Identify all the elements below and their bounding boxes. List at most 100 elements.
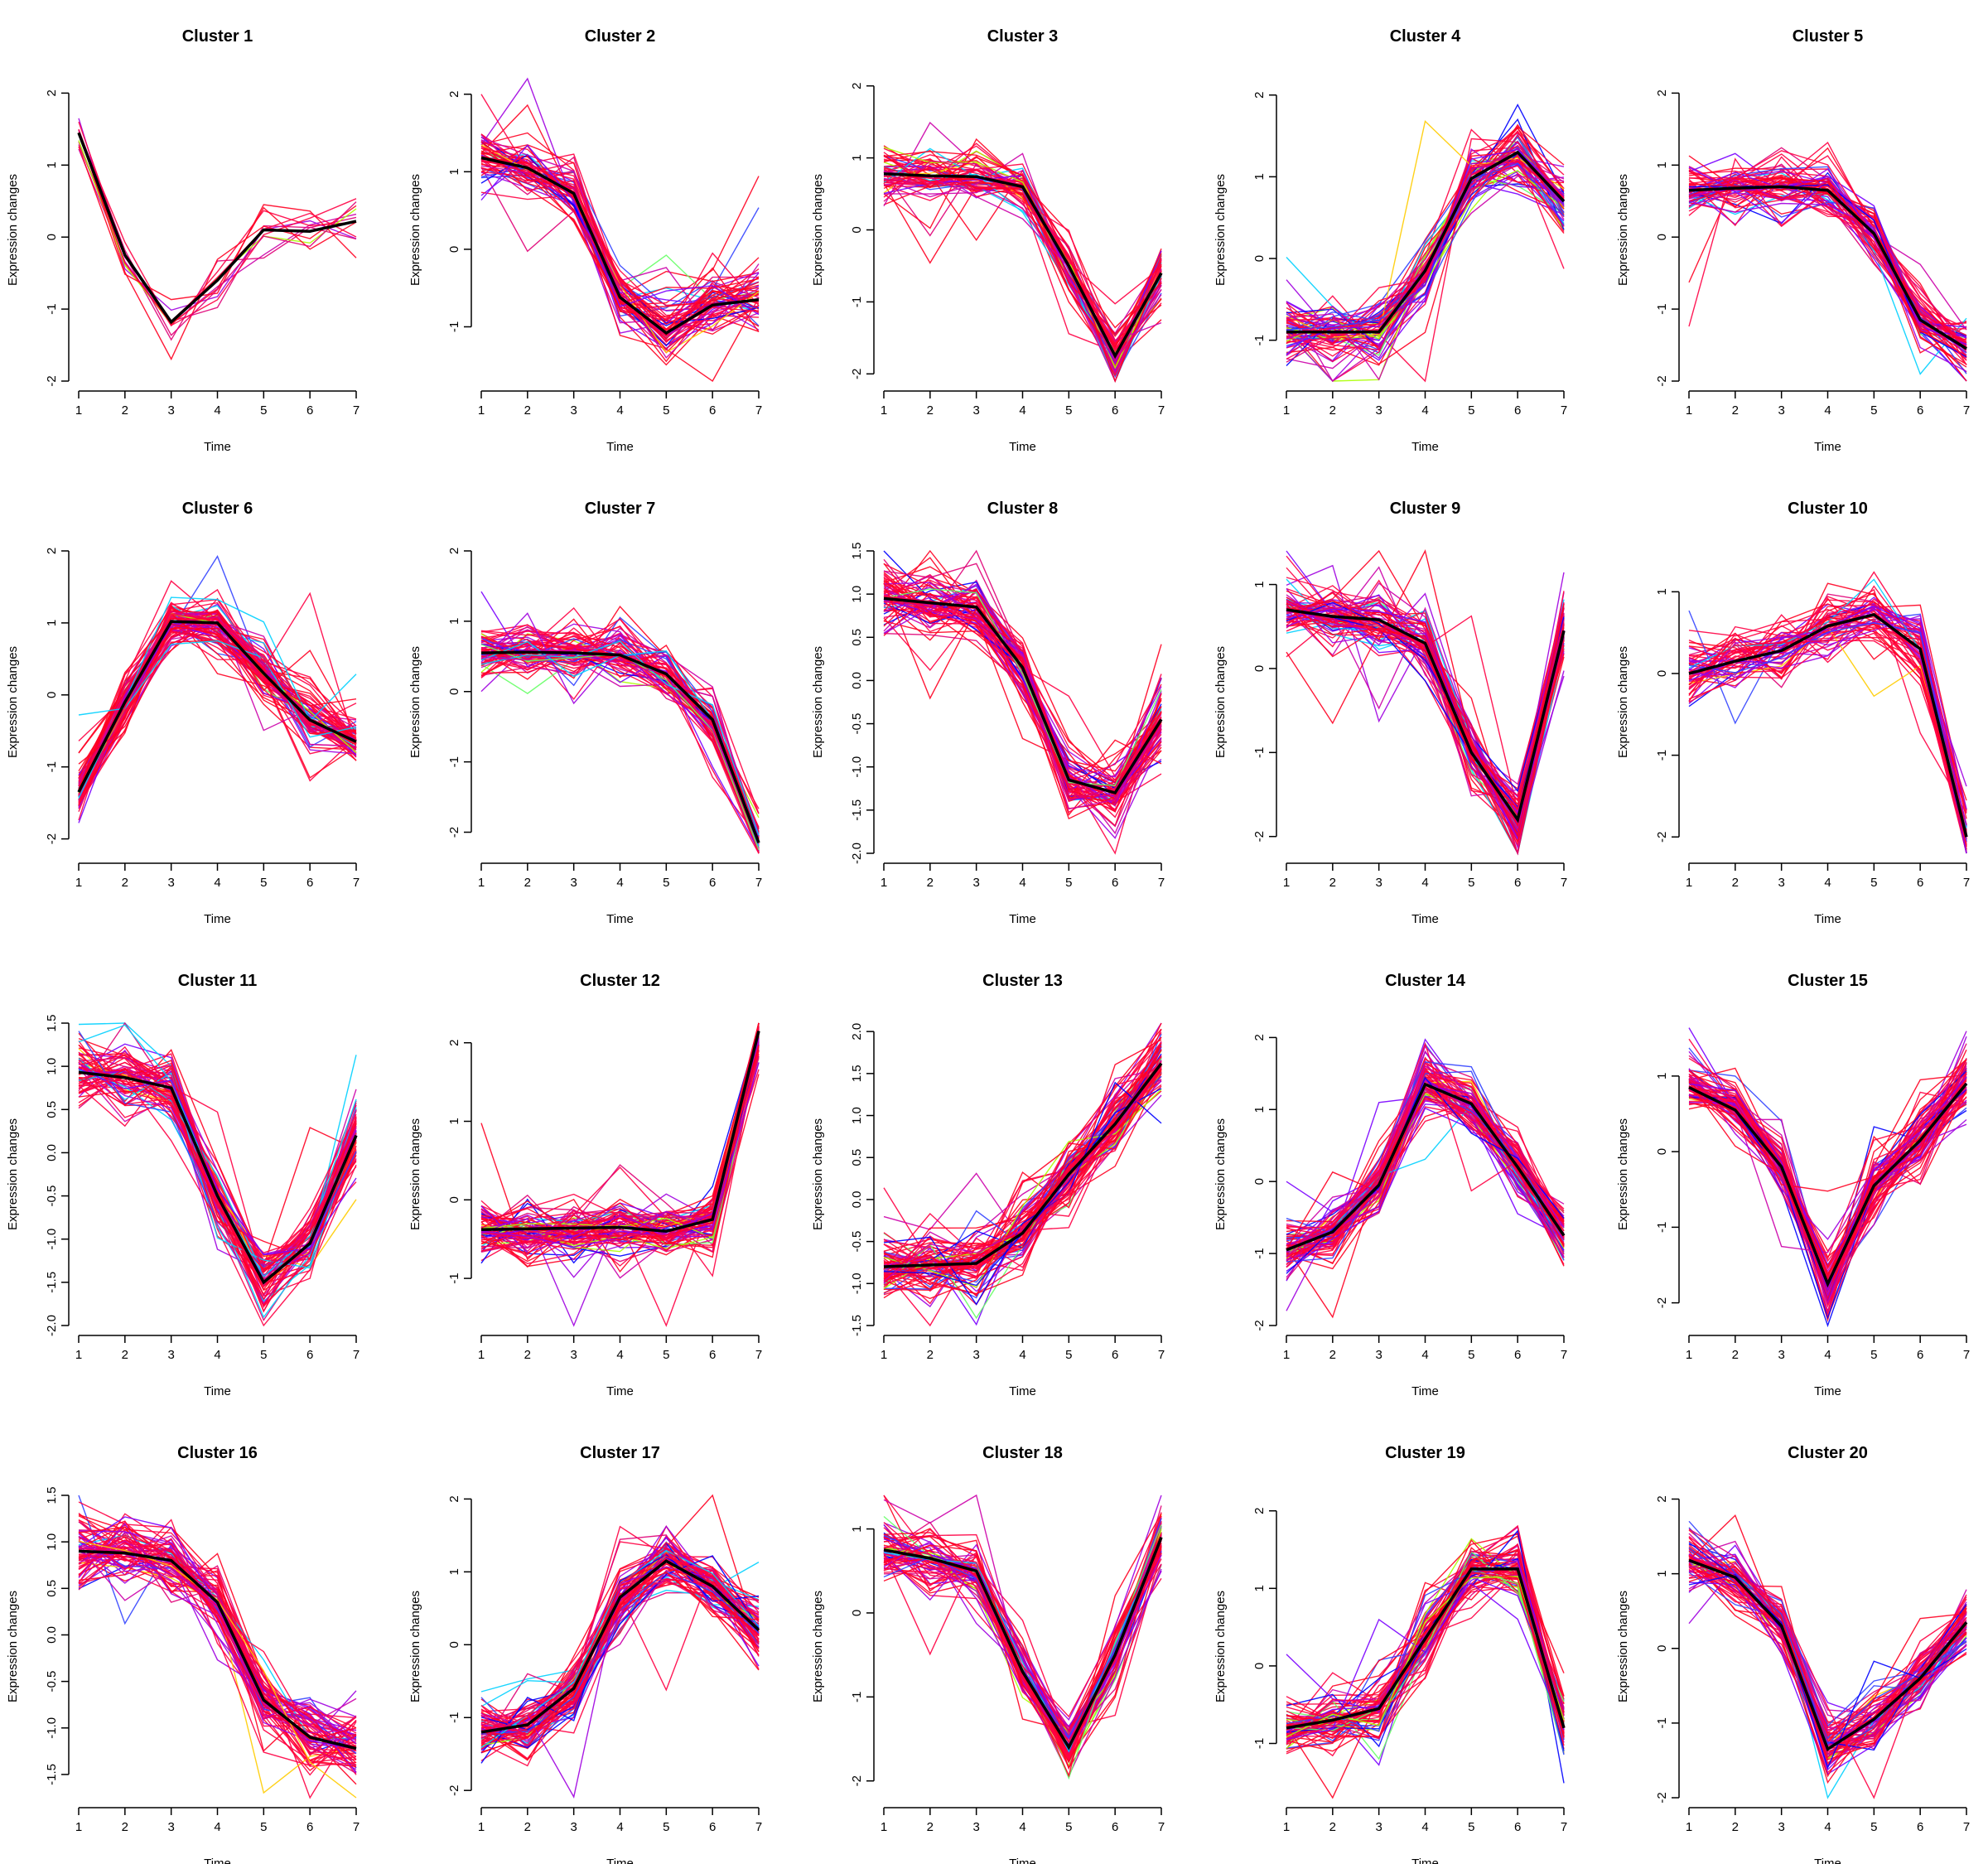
panel-title: Cluster 17 [580, 1444, 660, 1462]
member-line [78, 1553, 357, 1745]
y-tick-label: 1.0 [45, 1058, 59, 1075]
member-line [883, 1535, 1162, 1764]
x-tick-label: 4 [616, 1820, 623, 1834]
centroid-line [480, 1031, 760, 1233]
x-axis: 1 2 3 4 5 6 7 Time [881, 390, 1165, 454]
member-line [883, 1060, 1162, 1296]
x-tick-label: 4 [214, 876, 220, 890]
y-tick-label: 0 [45, 234, 59, 240]
y-tick-label: -2.0 [45, 1315, 59, 1336]
y-tick-label: -2.0 [850, 843, 864, 864]
x-tick-label: 5 [1870, 876, 1877, 890]
panel-title: Cluster 2 [585, 27, 656, 46]
panel-title: Cluster 13 [982, 972, 1063, 990]
x-tick-label: 7 [1963, 403, 1970, 418]
y-axis: -2 -1 0 1 2 Expression changes [6, 89, 70, 387]
member-line [1286, 577, 1565, 847]
x-tick-label: 3 [167, 876, 174, 890]
y-axis-label: Expression changes [408, 646, 422, 758]
member-line [1286, 148, 1565, 348]
x-tick-label: 3 [1778, 403, 1784, 418]
centroid-line [883, 1537, 1163, 1751]
member-line [78, 629, 357, 803]
member-line [480, 1578, 760, 1728]
y-axis: -2 -1 0 1 2 Expression changes [408, 1495, 472, 1796]
y-tick-label: -1 [1252, 1248, 1267, 1258]
y-tick-label: 2 [1655, 89, 1669, 96]
x-axis-label: Time [1411, 912, 1439, 926]
y-tick-label: 0 [1655, 1148, 1669, 1155]
member-line [78, 630, 357, 792]
x-tick-label: 1 [478, 1348, 485, 1362]
y-axis: -2 -1 0 1 Expression changes [811, 1525, 875, 1786]
x-tick-label: 3 [1375, 403, 1382, 418]
member-line [480, 1055, 760, 1252]
cluster-panel-5: Cluster 5 1 2 3 4 5 6 7 Time -2 -1 0 1 2 Expression ch… [1616, 27, 1970, 454]
x-tick-label: 6 [1514, 876, 1521, 890]
x-tick-label: 1 [478, 403, 485, 418]
x-tick-label: 1 [1686, 1348, 1692, 1362]
y-axis: -1 0 1 2 Expression changes [1214, 1508, 1277, 1749]
member-line [1688, 592, 1967, 810]
panel-title: Cluster 12 [580, 972, 660, 990]
x-axis: 1 2 3 4 5 6 7 Time [1686, 1807, 1970, 1864]
y-tick-label: 0 [850, 1610, 864, 1616]
x-tick-label: 6 [1917, 876, 1923, 890]
x-tick-label: 7 [353, 403, 359, 418]
member-line [1286, 601, 1565, 844]
member-line [1688, 177, 1967, 340]
member-lines [883, 1022, 1162, 1327]
member-line [1688, 1561, 1967, 1755]
y-axis-label: Expression changes [6, 646, 20, 758]
x-axis: 1 2 3 4 5 6 7 Time [881, 1335, 1165, 1398]
x-axis: 1 2 3 4 5 6 7 Time [478, 862, 762, 926]
member-lines [1286, 104, 1565, 383]
cluster-panel-14: Cluster 14 1 2 3 4 5 6 7 Time -2 -1 0 1 2 Expression c… [1214, 972, 1567, 1398]
member-line [883, 1028, 1162, 1297]
x-axis: 1 2 3 4 5 6 7 Time [1686, 1335, 1970, 1398]
member-line [480, 162, 760, 383]
x-tick-label: 6 [306, 1348, 313, 1362]
y-tick-label: 1.5 [45, 1487, 59, 1504]
x-tick-label: 3 [570, 1348, 577, 1362]
x-tick-label: 7 [1158, 403, 1165, 418]
member-line [1286, 1107, 1565, 1272]
cluster-panel-12: Cluster 12 1 2 3 4 5 6 7 Time -1 0 1 2 Expression cha… [408, 972, 762, 1398]
cluster-panel-10: Cluster 10 1 2 3 4 5 6 7 Time -2 -1 0 1 Expression ch… [1616, 500, 1970, 926]
x-tick-label: 3 [972, 1348, 979, 1362]
x-tick-label: 7 [353, 1348, 359, 1362]
y-axis: -1 0 1 2 Expression changes [1214, 92, 1277, 345]
member-line [883, 588, 1162, 786]
y-axis-label: Expression changes [408, 174, 422, 286]
x-tick-label: 4 [1421, 1348, 1428, 1362]
member-line [480, 1022, 760, 1240]
member-line [883, 587, 1162, 799]
member-line [883, 587, 1162, 810]
member-line [1688, 1554, 1967, 1737]
x-tick-label: 1 [881, 876, 887, 890]
member-line [480, 1553, 760, 1764]
member-line [1286, 594, 1565, 798]
y-tick-label: -1 [850, 297, 864, 307]
member-line [78, 1058, 357, 1269]
x-tick-label: 1 [1686, 1820, 1692, 1834]
x-tick-label: 7 [1561, 1820, 1567, 1834]
y-tick-label: -2 [850, 369, 864, 379]
centroid-line [883, 1062, 1163, 1268]
y-tick-label: 2 [1252, 1034, 1267, 1041]
x-tick-label: 2 [1329, 403, 1336, 418]
centroid-line [77, 132, 357, 325]
member-line [1688, 1076, 1967, 1292]
x-tick-label: 5 [663, 1820, 669, 1834]
member-line [1286, 157, 1565, 345]
x-tick-label: 7 [1963, 1820, 1970, 1834]
member-line [78, 623, 357, 779]
cluster-panel-8: Cluster 8 1 2 3 4 5 6 7 Time -2.0 -1.5 -1.0 -0.5 0.0 0… [811, 500, 1165, 926]
x-tick-label: 3 [570, 1820, 577, 1834]
member-line [1286, 582, 1565, 785]
member-line [1688, 619, 1967, 825]
member-line [1286, 1550, 1565, 1739]
panel-title: Cluster 6 [182, 500, 253, 518]
panel-title: Cluster 3 [987, 27, 1059, 46]
